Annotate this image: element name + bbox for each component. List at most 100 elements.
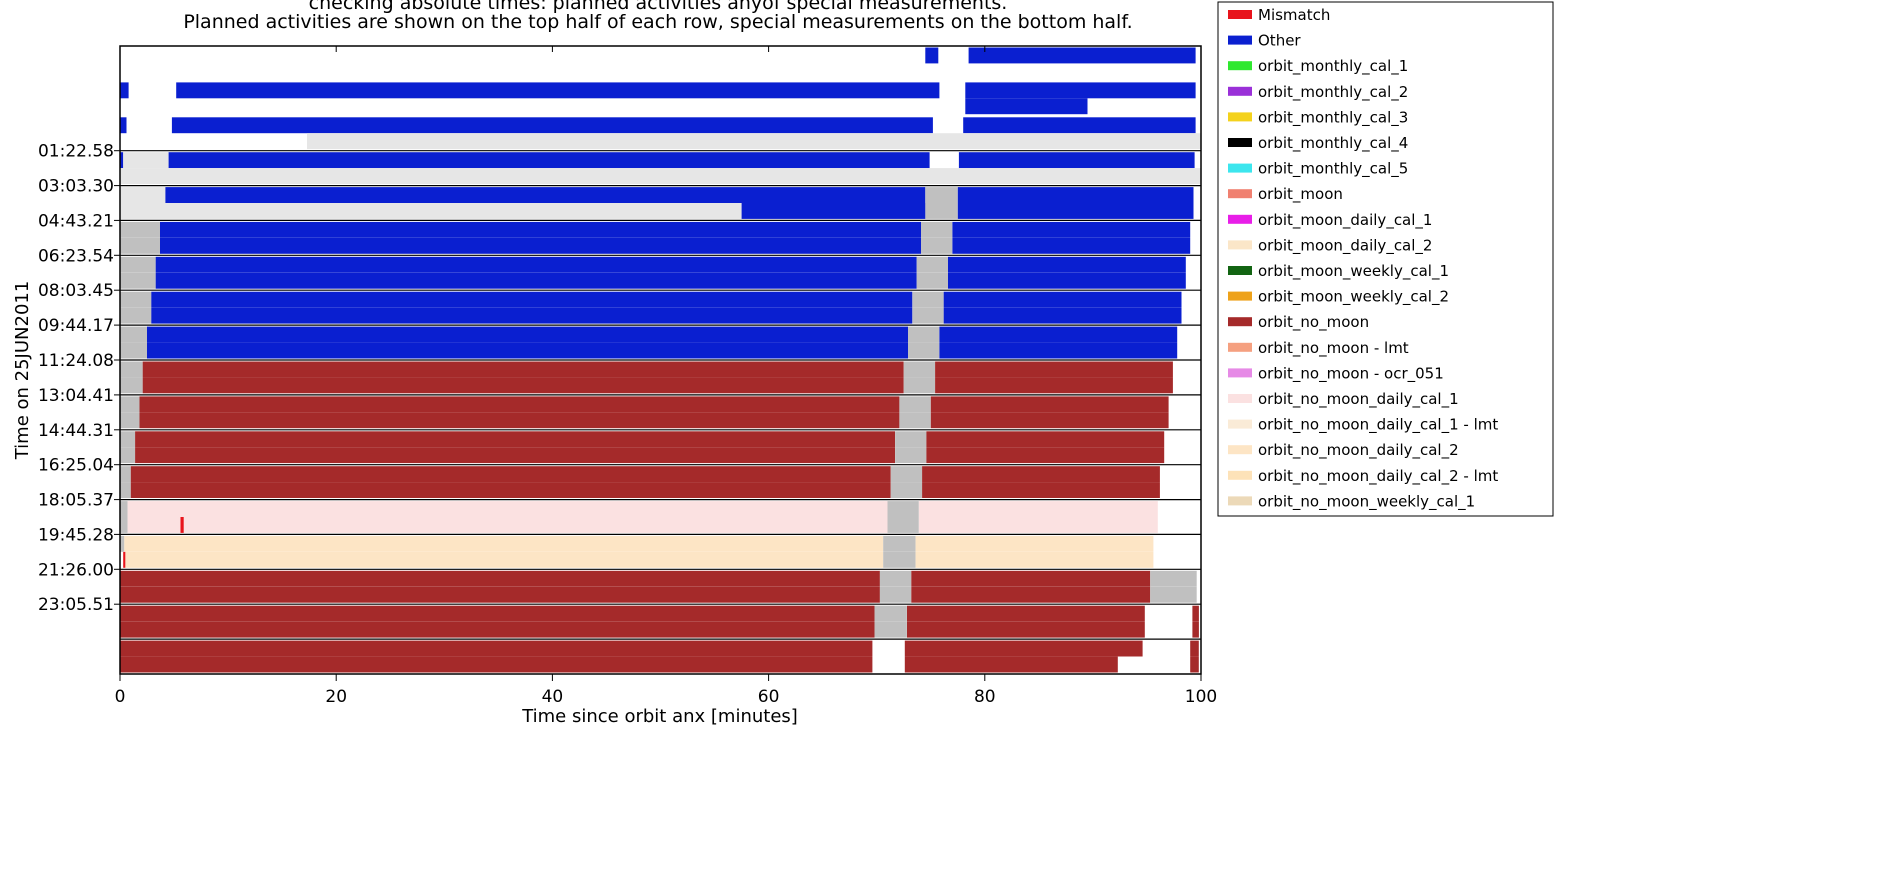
y-tick-label: 23:05.51: [38, 595, 114, 615]
orbit-row: [120, 187, 1194, 219]
segment-orbit-no-moon: [922, 466, 1160, 483]
legend-label: orbit_moon_daily_cal_2: [1258, 236, 1432, 255]
legend-label: orbit_no_moon_weekly_cal_1: [1258, 492, 1475, 511]
orbit-row: [120, 152, 1201, 184]
segment-gap-gray: [879, 586, 912, 603]
legend-swatch: [1228, 368, 1252, 378]
legend-label: orbit_no_moon - ocr_051: [1258, 364, 1444, 383]
legend-swatch: [1228, 470, 1252, 480]
legend-swatch: [1228, 112, 1252, 122]
legend-entry: Other: [1228, 32, 1301, 50]
segment-other: [925, 47, 939, 64]
segment-other: [160, 237, 921, 254]
segment-other: [952, 237, 1191, 254]
segment-orbit-no-moon: [926, 447, 1165, 464]
segment-other: [957, 187, 1194, 203]
segment-other: [957, 203, 1194, 219]
legend-swatch: [1228, 496, 1252, 506]
segment-orbit-no-moon: [139, 396, 900, 413]
segment-orbit-no-moon: [135, 431, 896, 448]
y-tick-label: 03:03.30: [38, 177, 114, 197]
legend-label: orbit_moon_weekly_cal_1: [1258, 262, 1449, 281]
y-tick-label: 14:44.31: [38, 421, 114, 441]
segment-other: [168, 152, 930, 169]
legend-entry: orbit_no_moon_daily_cal_1: [1228, 390, 1459, 409]
y-tick-label: 11:24.08: [38, 351, 114, 371]
orbit-row: [120, 82, 1196, 115]
segment-orbit-no-moon: [904, 656, 1118, 673]
legend-swatch: [1228, 86, 1252, 96]
segment-mismatch: [123, 551, 126, 568]
segment-orbit-no-moon: [930, 412, 1169, 429]
legend-label: orbit_monthly_cal_5: [1258, 160, 1408, 179]
legend-label: orbit_no_moon - lmt: [1258, 339, 1409, 358]
segment-gap-gray: [921, 221, 953, 238]
legend-label: orbit_moon_weekly_cal_2: [1258, 288, 1449, 307]
legend-swatch: [1228, 214, 1252, 224]
segment-gap-gray: [120, 291, 152, 308]
segment-gap-gray: [879, 570, 912, 587]
y-tick-label: 13:04.41: [38, 386, 114, 406]
legend-entry: orbit_no_moon - lmt: [1228, 339, 1409, 358]
x-tick-label: 60: [758, 687, 780, 707]
segment-gap-gray: [1150, 586, 1197, 603]
legend-entry: orbit_monthly_cal_1: [1228, 57, 1408, 76]
segment-other: [147, 326, 908, 343]
segment-gap-gray: [921, 237, 953, 254]
segment-other: [958, 152, 1195, 169]
segment-other: [939, 326, 1178, 343]
segment-gap-gray: [887, 517, 919, 533]
segment-other: [965, 82, 1196, 99]
legend-label: orbit_monthly_cal_3: [1258, 108, 1408, 127]
chart-subtitle: Planned activities are shown on the top …: [183, 11, 1132, 33]
segment-orbit-no-moon: [930, 396, 1169, 413]
orbit-row: [120, 221, 1191, 254]
orbit-row: [120, 570, 1197, 603]
segment-gap-gray: [120, 221, 160, 238]
segment-orbit-no-moon: [1192, 621, 1199, 638]
legend-box: [1217, 1, 1554, 517]
segment-gap-gray: [120, 256, 156, 273]
segment-orbit-no-moon: [922, 482, 1160, 498]
segment-orbit-no-moon: [139, 412, 900, 429]
segment-other: [948, 256, 1186, 273]
legend-label: orbit_monthly_cal_1: [1258, 57, 1408, 76]
legend-label: orbit_no_moon_daily_cal_2: [1258, 441, 1459, 460]
segment-gap-gray: [899, 412, 931, 429]
orbit-row: [120, 535, 1154, 568]
legend-swatch: [1228, 240, 1252, 250]
segment-gap-gray: [899, 396, 931, 413]
legend-entry: orbit_moon_weekly_cal_2: [1228, 288, 1449, 307]
x-axis-title: Time since orbit anx [minutes]: [521, 706, 798, 727]
segment-gap-gray: [120, 361, 143, 378]
legend-entry: orbit_monthly_cal_4: [1228, 134, 1408, 153]
y-axis: 01:22.58 03:03.30 04:43.21 06:23.54 08:03.45…: [38, 142, 120, 615]
segment-gap-gray: [908, 342, 940, 359]
segment-orbit-no-moon: [120, 605, 875, 622]
y-axis-title: Time on 25JUN2011: [12, 281, 33, 461]
orbit-row: [120, 501, 1158, 533]
segment-orbit-no-moon: [135, 447, 896, 464]
x-tick-label: 80: [974, 687, 996, 707]
segment-orbit-no-moon: [120, 570, 880, 587]
legend-label: orbit_no_moon: [1258, 313, 1369, 332]
segment-gap-gray: [120, 272, 156, 289]
segment-gap-gray: [120, 535, 125, 552]
segment-orbit-no-moon: [120, 640, 873, 657]
top-ticks: [119, 46, 1202, 52]
segment-other: [952, 221, 1191, 238]
segment-orbit-no-moon: [904, 640, 1143, 657]
segment-gap-gray: [120, 377, 143, 394]
segment-orbit-no-moon: [911, 586, 1151, 603]
segment-orbit-no-moon: [130, 466, 891, 483]
legend-swatch: [1228, 291, 1252, 301]
plot-rows: [120, 47, 1201, 673]
segment-gap-gray: [120, 466, 131, 483]
legend-label: orbit_moon: [1258, 185, 1343, 204]
orbit-row: [120, 640, 1199, 673]
segment-gap-gray: [120, 326, 147, 343]
segment-gap-gray: [874, 621, 907, 638]
legend-entry: orbit_moon: [1228, 185, 1343, 204]
segment-gap-gray: [895, 431, 927, 448]
segment-gap-gray: [890, 466, 923, 483]
